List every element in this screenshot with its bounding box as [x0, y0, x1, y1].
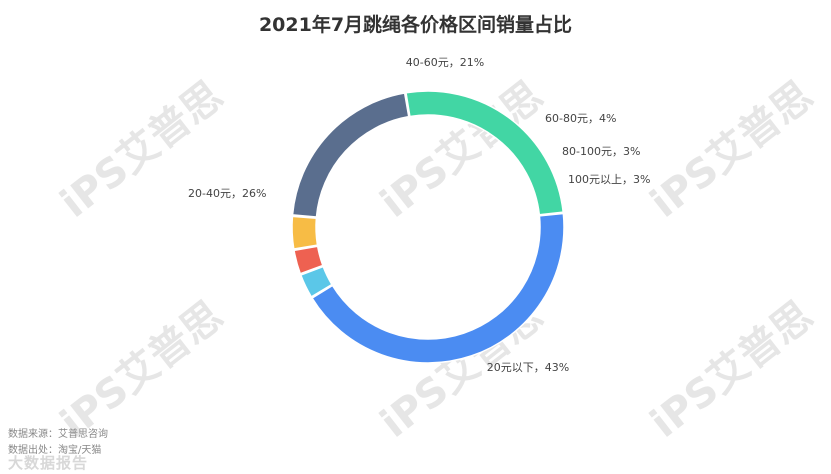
slice-40-60[interactable] [291, 92, 410, 218]
label-80-100: 80-100元，3% [562, 145, 640, 158]
label-60-80: 60-80元，4% [545, 112, 616, 125]
slice-labels: 20元以下，43% 100元以上，3% 80-100元，3% 60-80元，4% 40-… [188, 56, 650, 374]
watermark-text: iPS艾普思 [52, 293, 231, 447]
donut-slices [291, 90, 565, 364]
watermark-text: iPS艾普思 [52, 73, 231, 227]
chart-title: 2021年7月跳绳各价格区间销量占比 [258, 14, 573, 36]
origin-note: 数据出处：淘宝/天猫 [8, 445, 102, 456]
label-100-over: 100元以上，3% [568, 173, 650, 186]
source-note: 数据来源：艾普思咨询 [8, 429, 108, 440]
label-20-under: 20元以下，43% [487, 361, 569, 374]
slice-20-under[interactable] [311, 212, 565, 364]
label-20-40: 20-40元，26% [188, 187, 266, 200]
slice-20-40[interactable] [405, 90, 565, 216]
watermark-text: iPS艾普思 [642, 293, 821, 447]
brand-watermark: 大数据报告 [8, 454, 89, 472]
slice-80-100[interactable] [293, 245, 324, 275]
label-40-60: 40-60元，21% [406, 56, 484, 69]
slice-100-over[interactable] [299, 265, 333, 298]
watermark-text: iPS艾普思 [642, 73, 821, 227]
slice-60-80[interactable] [291, 215, 319, 250]
